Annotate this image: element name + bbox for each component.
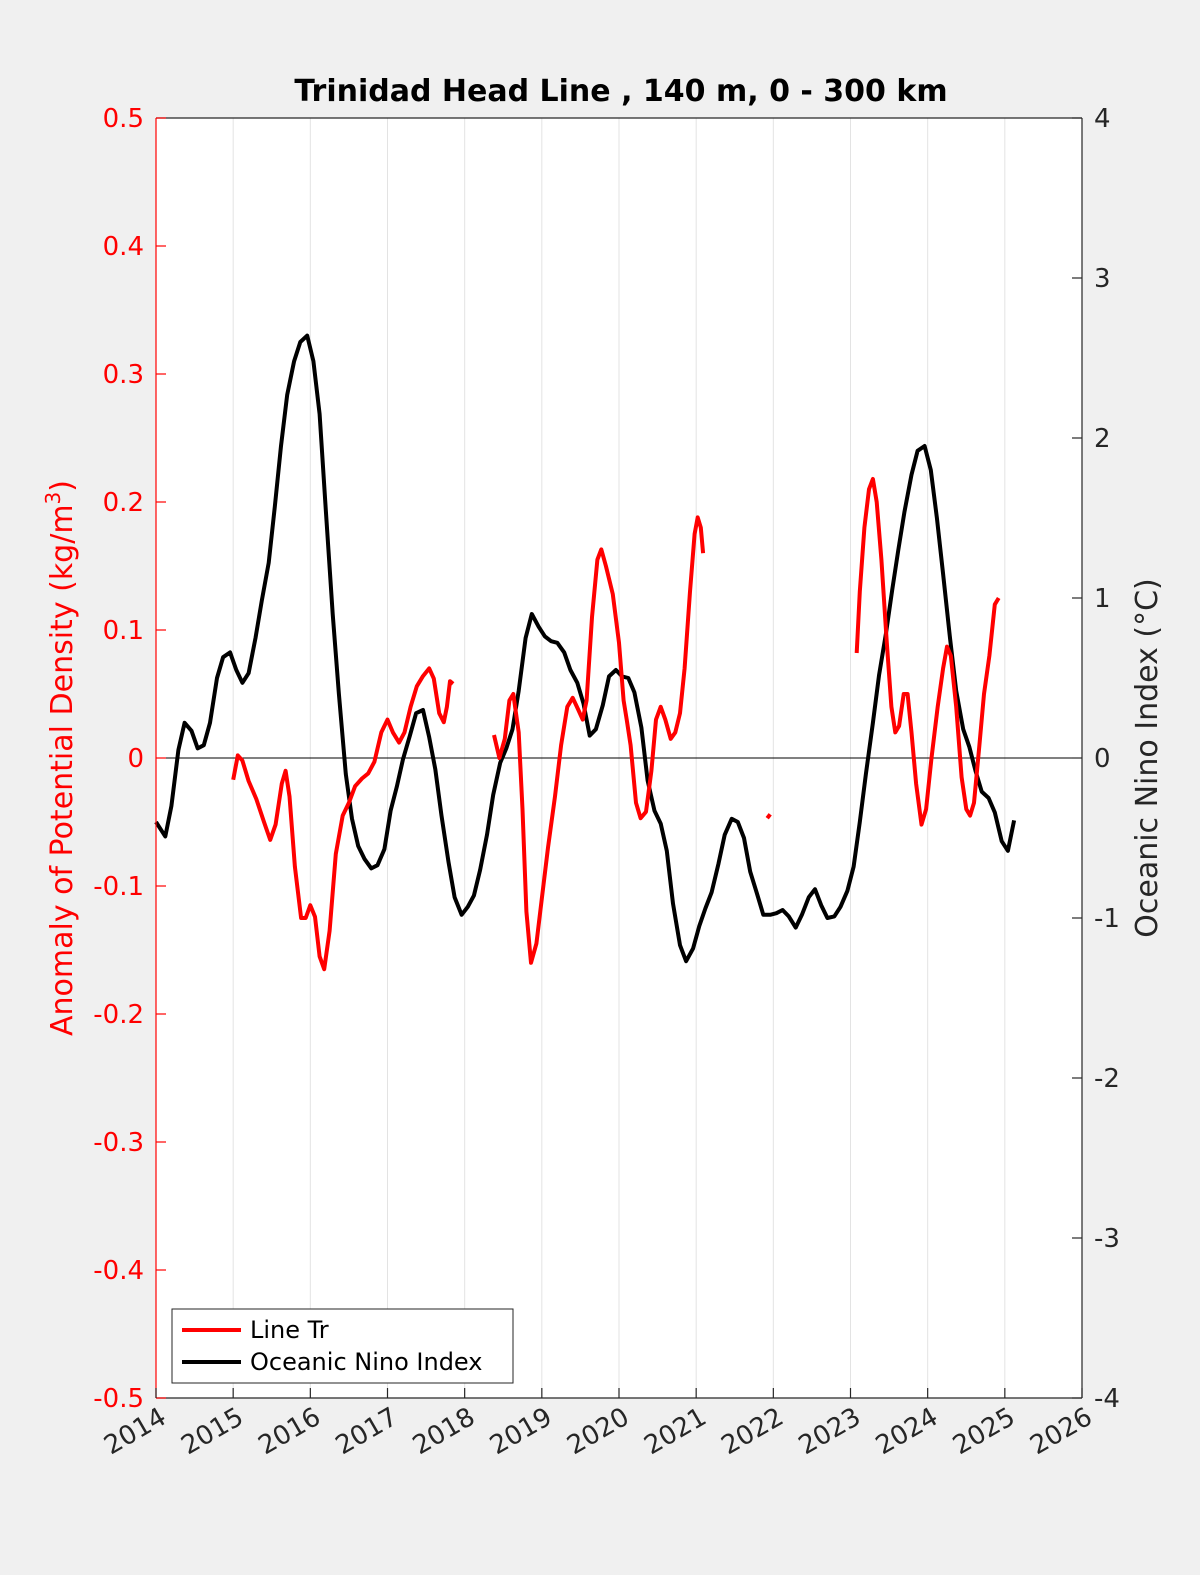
x-tick-label: 2025 xyxy=(948,1402,1020,1461)
y-right-tick-label: 1 xyxy=(1094,584,1111,614)
y-right-tick-label: -4 xyxy=(1094,1384,1120,1414)
y-left-tick-label: -0.5 xyxy=(93,1384,144,1414)
y-left-tick-label: 0 xyxy=(127,744,144,774)
x-tick-label: 2023 xyxy=(794,1402,866,1461)
legend-label-oni: Oceanic Nino Index xyxy=(250,1348,482,1376)
x-tick-label: 2022 xyxy=(717,1402,789,1461)
series-line-line-tr-segment-3 xyxy=(854,477,1001,827)
series-line-oni-segment-0 xyxy=(154,333,1017,964)
y-axis-left-label-main: Anomaly of Potential Density (kg/m xyxy=(45,504,80,1036)
legend-label-line-tr: Line Tr xyxy=(250,1316,329,1344)
x-tick-label: 2017 xyxy=(331,1402,403,1461)
legend-box xyxy=(171,1308,514,1384)
chart-title: Trinidad Head Line , 140 m, 0 - 300 km xyxy=(294,74,947,109)
series-line-line-tr-segment-0 xyxy=(231,666,455,972)
y-right-tick-label: 0 xyxy=(1094,744,1111,774)
y-right-tick-label: 3 xyxy=(1094,264,1111,294)
x-tick-label: 2018 xyxy=(408,1402,480,1461)
y-left-tick-label: 0.1 xyxy=(103,616,144,646)
y-left-tick-label: -0.2 xyxy=(93,1000,144,1030)
x-tick-label: 2019 xyxy=(485,1402,557,1461)
y-left-tick-label: -0.4 xyxy=(93,1256,144,1286)
y-left-tick-label: 0.4 xyxy=(103,232,144,262)
x-tick-label: 2026 xyxy=(1025,1402,1097,1461)
x-tick-label: 2024 xyxy=(871,1402,943,1461)
y-right-tick-label: -2 xyxy=(1094,1064,1120,1094)
y-axis-right-label: Oceanic Nino Index (°C) xyxy=(1130,578,1165,938)
y-right-tick-label: -3 xyxy=(1094,1224,1120,1254)
y-left-tick-label: -0.3 xyxy=(93,1128,144,1158)
legend: Line Tr Oceanic Nino Index xyxy=(171,1308,514,1384)
y-left-tick-label: 0.2 xyxy=(103,488,144,518)
x-tick-label: 2020 xyxy=(562,1402,634,1461)
y-left-tick-label: 0.5 xyxy=(103,104,144,134)
x-tick-label: 2021 xyxy=(639,1402,711,1461)
y-left-tick-label: 0.3 xyxy=(103,360,144,390)
x-tick-label: 2016 xyxy=(254,1402,326,1461)
x-tick-label: 2015 xyxy=(176,1402,248,1461)
y-left-tick-label: -0.1 xyxy=(93,872,144,902)
y-axis-left-label-close: ) xyxy=(45,480,80,492)
y-axis-left-label: Anomaly of Potential Density (kg/m3) xyxy=(41,480,80,1036)
y-right-tick-label: 2 xyxy=(1094,424,1111,454)
y-axis-left-label-superscript: 3 xyxy=(41,492,65,505)
y-right-tick-label: 4 xyxy=(1094,104,1111,134)
y-right-tick-label: -1 xyxy=(1094,904,1120,934)
series-line-line-tr-segment-1 xyxy=(492,515,706,965)
series-line-line-tr-segment-2 xyxy=(765,813,772,820)
